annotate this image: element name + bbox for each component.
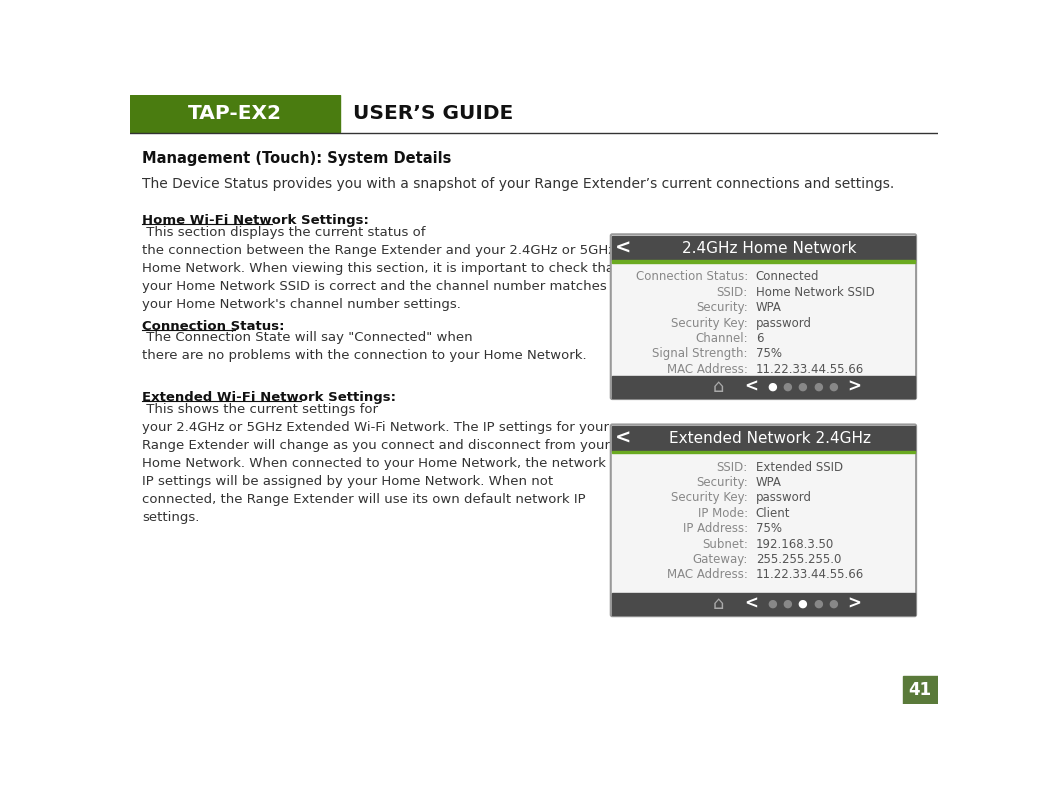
- Text: Connection Status:: Connection Status:: [636, 271, 748, 283]
- Text: WPA: WPA: [755, 476, 782, 489]
- Text: password: password: [755, 491, 812, 505]
- Text: Security:: Security:: [696, 301, 748, 314]
- Bar: [130, 95, 340, 132]
- Text: Home Wi-Fi Network Settings:: Home Wi-Fi Network Settings:: [142, 214, 369, 227]
- Text: <: <: [744, 595, 759, 613]
- Text: Gateway:: Gateway:: [693, 553, 748, 566]
- Text: 255.255.255.0: 255.255.255.0: [755, 553, 841, 566]
- Text: 11.22.33.44.55.66: 11.22.33.44.55.66: [755, 569, 864, 581]
- Text: This section displays the current status of
the connection between the Range Ext: This section displays the current status…: [142, 225, 619, 311]
- Text: WPA: WPA: [755, 301, 782, 314]
- Text: 192.168.3.50: 192.168.3.50: [755, 538, 834, 551]
- Text: Extended Wi-Fi Network Settings:: Extended Wi-Fi Network Settings:: [142, 392, 396, 404]
- Text: Security Key:: Security Key:: [671, 491, 748, 505]
- Text: 2.4GHz Home Network: 2.4GHz Home Network: [683, 240, 857, 255]
- Text: MAC Address:: MAC Address:: [667, 569, 748, 581]
- Bar: [903, 676, 938, 704]
- Bar: [613, 593, 915, 615]
- Text: Home Network SSID: Home Network SSID: [755, 286, 874, 299]
- Text: 11.22.33.44.55.66: 11.22.33.44.55.66: [755, 363, 864, 376]
- Bar: [613, 426, 915, 451]
- Text: Connection Status:: Connection Status:: [142, 320, 284, 333]
- Text: Client: Client: [755, 507, 790, 520]
- Text: <: <: [615, 429, 631, 448]
- Text: Connected: Connected: [755, 271, 819, 283]
- Text: 75%: 75%: [755, 522, 782, 536]
- Text: IP Mode:: IP Mode:: [698, 507, 748, 520]
- Text: ●: ●: [813, 382, 823, 392]
- Text: SSID:: SSID:: [717, 286, 748, 299]
- Text: 6: 6: [755, 332, 763, 345]
- Text: ●: ●: [768, 382, 777, 392]
- Text: Security Key:: Security Key:: [671, 316, 748, 330]
- Text: IP Address:: IP Address:: [683, 522, 748, 536]
- Text: password: password: [755, 316, 812, 330]
- Text: ●: ●: [798, 599, 808, 609]
- Bar: [613, 260, 915, 263]
- Text: The Device Status provides you with a snapshot of your Range Extender’s current : The Device Status provides you with a sn…: [142, 177, 894, 191]
- Text: TAP-EX2: TAP-EX2: [188, 104, 282, 123]
- Text: Extended SSID: Extended SSID: [755, 460, 843, 474]
- Text: >: >: [847, 378, 861, 396]
- Text: ●: ●: [828, 382, 838, 392]
- Text: ●: ●: [783, 599, 793, 609]
- Text: ●: ●: [798, 382, 808, 392]
- Text: ●: ●: [783, 382, 793, 392]
- Text: Channel:: Channel:: [695, 332, 748, 345]
- Text: MAC Address:: MAC Address:: [667, 363, 748, 376]
- Text: ●: ●: [828, 599, 838, 609]
- Text: Security:: Security:: [696, 476, 748, 489]
- Text: ⌂: ⌂: [713, 595, 724, 613]
- Text: ●: ●: [813, 599, 823, 609]
- Text: >: >: [847, 595, 861, 613]
- Text: Subnet:: Subnet:: [702, 538, 748, 551]
- Text: The Connection State will say "Connected" when
there are no problems with the co: The Connection State will say "Connected…: [142, 331, 587, 362]
- Text: This shows the current settings for
your 2.4GHz or 5GHz Extended Wi-Fi Network. : This shows the current settings for your…: [142, 403, 610, 524]
- Text: 41: 41: [909, 681, 932, 699]
- Bar: [613, 451, 915, 453]
- FancyBboxPatch shape: [611, 425, 916, 616]
- Text: 75%: 75%: [755, 347, 782, 361]
- Text: ⌂: ⌂: [713, 378, 724, 396]
- Text: <: <: [615, 239, 631, 258]
- Text: Extended Network 2.4GHz: Extended Network 2.4GHz: [669, 431, 871, 446]
- Text: ●: ●: [768, 599, 777, 609]
- Bar: [613, 236, 915, 260]
- FancyBboxPatch shape: [611, 234, 916, 399]
- Text: Management (Touch): System Details: Management (Touch): System Details: [142, 150, 451, 165]
- Bar: [613, 376, 915, 398]
- Text: SSID:: SSID:: [717, 460, 748, 474]
- Text: Signal Strength:: Signal Strength:: [652, 347, 748, 361]
- Text: <: <: [744, 378, 759, 396]
- Text: USER’S GUIDE: USER’S GUIDE: [353, 104, 514, 123]
